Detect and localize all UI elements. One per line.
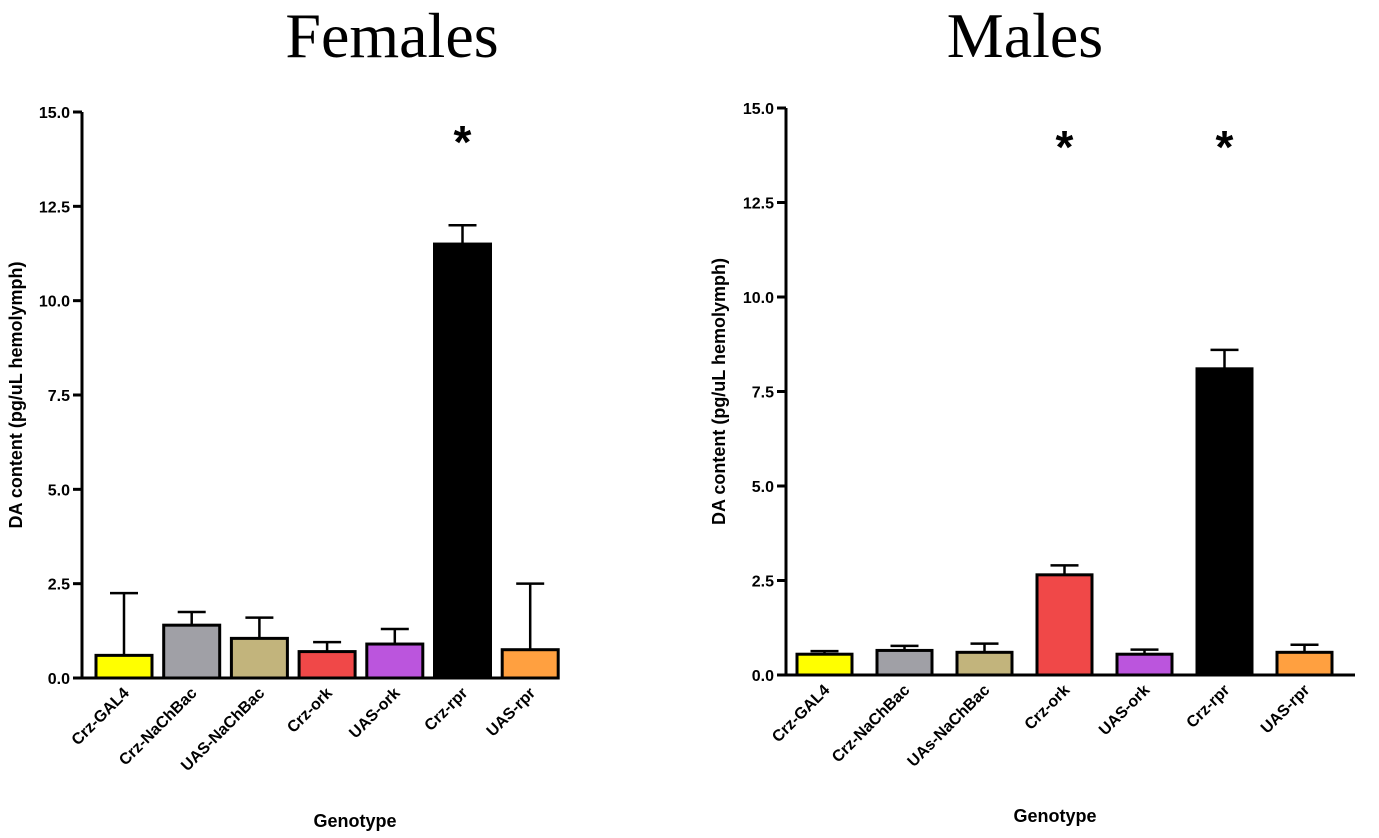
bar-crz-nachbac	[162, 623, 222, 680]
y-tick-label: 12.5	[39, 199, 70, 216]
x-tick-label: Crz-ork	[1022, 682, 1074, 734]
y-tick-label: 7.5	[48, 388, 70, 405]
x-tick-label: UAS-rpr	[1258, 682, 1313, 737]
chart-title: Males	[947, 0, 1103, 71]
y-tick-label: 2.5	[752, 574, 774, 591]
x-tick-label: UAS-ork	[346, 685, 403, 742]
x-tick-label: UAS-ork	[1096, 682, 1153, 739]
x-axis-label: Genotype	[1013, 806, 1096, 826]
bar-crz-nachbac	[875, 648, 934, 677]
bar-crz-gal4	[795, 652, 854, 677]
x-axis-label: Genotype	[313, 811, 396, 831]
bar-crz-rpr	[1195, 367, 1254, 677]
bar-uas-ork	[365, 642, 425, 680]
y-axis-label: DA content (pg/uL hemolymph)	[709, 258, 729, 525]
y-tick-label: 2.5	[48, 577, 70, 594]
bar-uas-nachbac	[955, 650, 1014, 677]
x-tick-label: Crz-ork	[284, 685, 336, 737]
x-tick-label: UAs-NaChBac	[905, 682, 994, 771]
x-tick-label: Crz-NaChBac	[829, 682, 913, 766]
x-tick-label: Crz-rpr	[422, 685, 472, 735]
x-tick-label: UAS-rpr	[484, 685, 539, 740]
y-axis-label: DA content (pg/uL hemolymph)	[6, 262, 26, 529]
bar-crz-gal4	[94, 653, 154, 680]
bar-crz-ork	[297, 650, 357, 680]
y-tick-label: 15.0	[743, 101, 774, 118]
y-tick-label: 15.0	[39, 105, 70, 122]
bar-uas-rpr	[500, 648, 560, 680]
y-tick-label: 0.0	[48, 671, 70, 688]
x-tick-label: Crz-GAL4	[69, 685, 133, 749]
significance-star: *	[1056, 121, 1074, 173]
y-tick-label: 5.0	[752, 479, 774, 496]
x-tick-label: Crz-rpr	[1184, 682, 1234, 732]
y-tick-label: 12.5	[743, 196, 774, 213]
chart-title: Females	[285, 0, 498, 71]
males-panel: Males 0.0 2.5 5.0 7.5 10.0 12.5 15.0 DA content …	[709, 0, 1355, 826]
y-tick-label: 5.0	[48, 482, 70, 499]
y-tick-label: 10.0	[39, 294, 70, 311]
bar-crz-ork	[1035, 573, 1094, 677]
y-tick-label: 0.0	[752, 668, 774, 685]
y-tick-label: 7.5	[752, 385, 774, 402]
bar-crz-rpr	[433, 242, 492, 680]
bar-uas-rpr	[1275, 650, 1334, 677]
significance-star: *	[454, 116, 472, 168]
significance-star: *	[1216, 121, 1234, 173]
y-tick-label: 10.0	[743, 290, 774, 307]
bar-uas-ork	[1115, 652, 1174, 677]
bar-uas-nachbac	[229, 636, 289, 680]
females-panel: Females 0.0 2.5 5.0 7.5 10.0 12.5 15.0 DA conten…	[6, 0, 560, 831]
x-tick-label: Crz-GAL4	[769, 682, 833, 746]
